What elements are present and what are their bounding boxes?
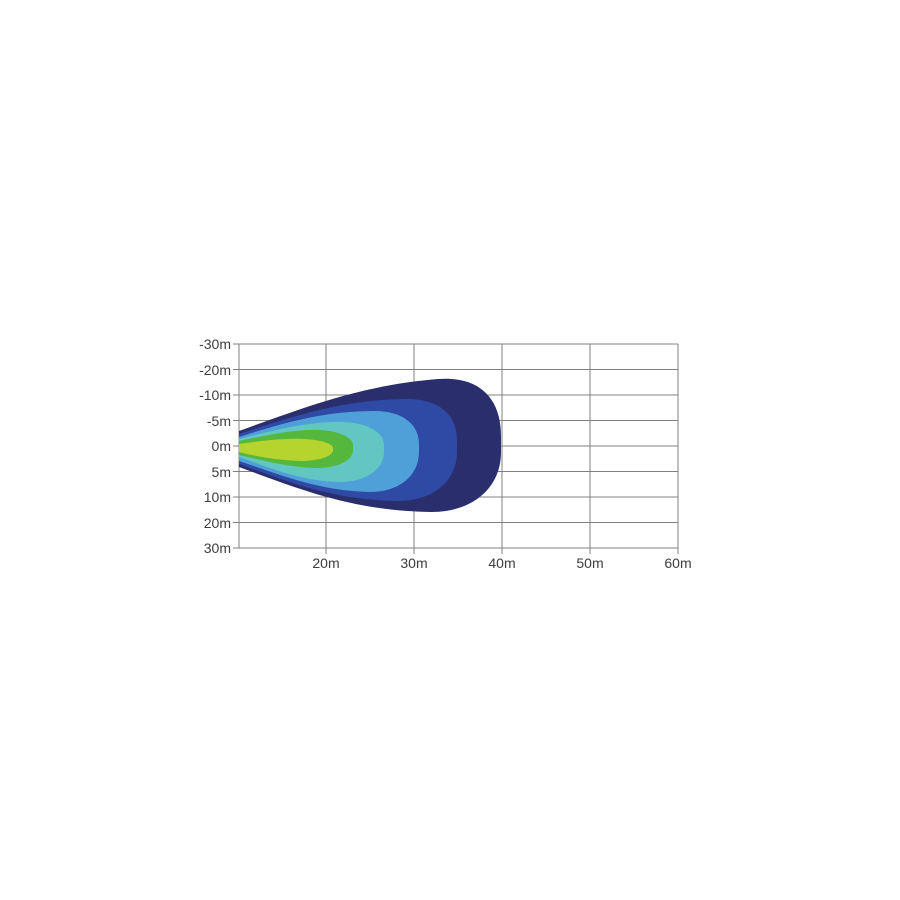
- x-tick-label-2: 40m: [488, 555, 516, 571]
- y-tick-label-8: 30m: [203, 540, 231, 556]
- y-tick-label-7: 20m: [203, 514, 231, 531]
- x-tick-label-1: 30m: [400, 555, 428, 571]
- x-tick-label-3: 50m: [576, 555, 604, 571]
- x-tick-label-0: 20m: [312, 555, 340, 571]
- y-tick-label-3: -5m: [206, 412, 231, 429]
- y-tick-label-4: 0m: [211, 438, 231, 454]
- x-tick-label-4: 60m: [664, 555, 692, 571]
- y-tick-label-1: -20m: [199, 361, 231, 378]
- y-tick-label-0: -30m: [199, 336, 231, 352]
- y-tick-label-5: 5m: [211, 463, 231, 480]
- beam-contour-yellow-green: [239, 438, 333, 461]
- y-tick-label-6: 10m: [203, 489, 231, 505]
- y-tick-label-2: -10m: [199, 387, 231, 403]
